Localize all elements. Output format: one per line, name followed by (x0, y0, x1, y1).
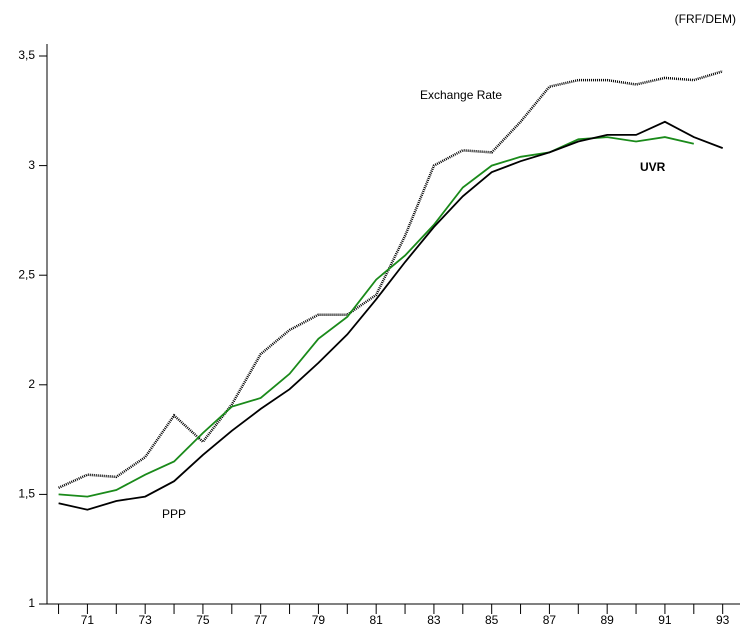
series-label: PPP (162, 507, 186, 521)
y-tick-label: 1 (28, 596, 35, 610)
x-tick-label: 85 (485, 613, 499, 626)
x-tick-label: 93 (716, 613, 730, 626)
series-line (58, 120, 724, 511)
x-tick-label: 73 (138, 613, 152, 626)
x-tick-label: 81 (369, 613, 383, 626)
x-tick-label: 87 (543, 613, 557, 626)
y-tick-label: 1,5 (18, 487, 35, 501)
y-tick-label: 2 (28, 377, 35, 391)
x-tick-label: 77 (254, 613, 268, 626)
series-label: Exchange Rate (420, 88, 502, 102)
x-tick-label: 91 (658, 613, 672, 626)
y-tick-label: 3 (28, 158, 35, 172)
x-tick-label: 71 (81, 613, 95, 626)
series-label: UVR (640, 160, 666, 174)
x-tick-label: 89 (600, 613, 614, 626)
unit-label: (FRF/DEM) (675, 12, 736, 26)
y-tick-label: 3,5 (18, 48, 35, 62)
y-tick-label: 2,5 (18, 267, 35, 281)
x-tick-label: 83 (427, 613, 441, 626)
x-tick-label: 75 (196, 613, 210, 626)
x-tick-label: 79 (312, 613, 326, 626)
